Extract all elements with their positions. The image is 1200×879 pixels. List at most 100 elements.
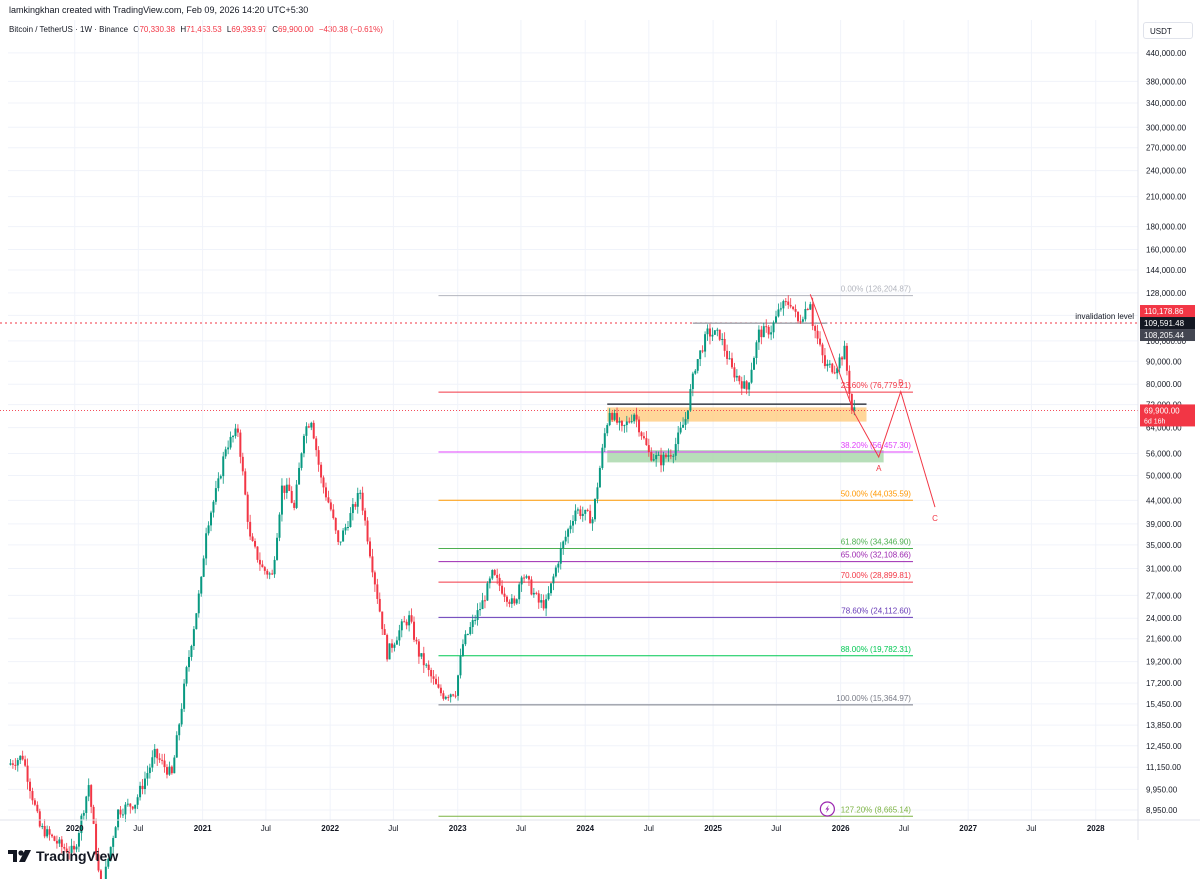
candle (268, 573, 271, 575)
candle (760, 329, 763, 338)
candle (723, 338, 726, 351)
candle (143, 778, 146, 790)
currency-selector[interactable]: USDT (1143, 22, 1193, 39)
symbol-title[interactable]: Bitcoin / TetherUS · 1W · Binance (9, 25, 129, 34)
candle (315, 438, 318, 451)
last-price-label: 69,900.00 (1144, 406, 1180, 415)
candle (454, 695, 457, 697)
candle (9, 763, 12, 765)
candle (799, 321, 802, 323)
candle (552, 576, 555, 584)
change-value: −430.38 (−0.61%) (318, 25, 383, 34)
tradingview-brand[interactable]: TradingView (8, 848, 118, 864)
candle (752, 357, 755, 370)
candle (628, 421, 631, 423)
candle (136, 797, 139, 805)
candle (55, 840, 58, 844)
candle (288, 484, 291, 491)
candle (185, 667, 188, 684)
candle (107, 858, 110, 867)
candle (547, 593, 550, 600)
low-value: 69,393.97 (231, 25, 267, 34)
candle (417, 641, 420, 657)
candle (73, 845, 76, 850)
candle (559, 548, 562, 564)
price-tick-label: 80,000.00 (1146, 380, 1182, 389)
candle (97, 854, 100, 871)
candle (442, 693, 445, 699)
candle (63, 846, 66, 849)
candle (256, 546, 259, 560)
candle (461, 644, 464, 656)
fib-level-label: 61.80% (34,346.90) (841, 538, 912, 547)
candle (16, 760, 19, 766)
candle (234, 428, 237, 437)
candle (669, 455, 672, 457)
candle (449, 694, 452, 698)
candle (344, 527, 347, 531)
candle (48, 829, 51, 835)
candle (540, 600, 543, 603)
candle (527, 576, 530, 580)
candle (217, 478, 220, 489)
candle (410, 615, 413, 622)
candle (694, 370, 697, 374)
time-tick-label: 2024 (576, 824, 594, 833)
time-tick-label: Jul (516, 824, 526, 833)
time-tick-label: Jul (899, 824, 909, 833)
candle (290, 490, 293, 503)
candle (254, 541, 257, 547)
price-tick-label: 44,000.00 (1146, 496, 1182, 505)
candle (797, 311, 800, 322)
candle (474, 619, 477, 621)
candle (525, 576, 528, 578)
candle (439, 687, 442, 694)
candle (518, 584, 521, 600)
candle (814, 325, 817, 331)
open-value: 70,330.38 (139, 25, 176, 34)
candle (430, 670, 433, 677)
candle (437, 684, 440, 688)
candle (564, 536, 567, 542)
candle (158, 758, 161, 760)
price-tick-label: 31,000.00 (1146, 564, 1182, 573)
candle (117, 809, 120, 828)
invalidation-label: invalidation level (1075, 312, 1134, 321)
candle (300, 453, 303, 468)
candle (151, 757, 154, 768)
candle (307, 426, 310, 428)
candle (361, 492, 364, 511)
candle (452, 694, 455, 696)
candle (696, 359, 699, 371)
candle (109, 846, 112, 859)
candle (708, 328, 711, 337)
candle (542, 600, 545, 609)
candle (239, 432, 242, 457)
time-tick-label: Jul (261, 824, 271, 833)
candle (459, 655, 462, 676)
candle (210, 512, 213, 526)
candle (745, 381, 748, 390)
candle (623, 425, 626, 427)
wave-label: B (898, 379, 903, 388)
candle (611, 413, 614, 420)
price-tick-label: 17,200.00 (1146, 679, 1182, 688)
candle (425, 664, 428, 666)
candle (346, 527, 349, 529)
time-tick-label: 2020 (66, 824, 84, 833)
price-tick-label: 160,000.00 (1146, 245, 1187, 254)
candle (99, 870, 102, 879)
candle (258, 559, 261, 565)
candle (596, 487, 599, 499)
candle (711, 334, 714, 337)
candle (236, 428, 239, 433)
candle (616, 413, 619, 423)
candle (207, 525, 210, 534)
candle (801, 319, 804, 322)
candle (645, 438, 648, 446)
grid-layer (8, 20, 1138, 820)
candle (635, 414, 638, 420)
countdown-label: 6d 16h (1144, 418, 1166, 425)
candle (173, 757, 176, 774)
